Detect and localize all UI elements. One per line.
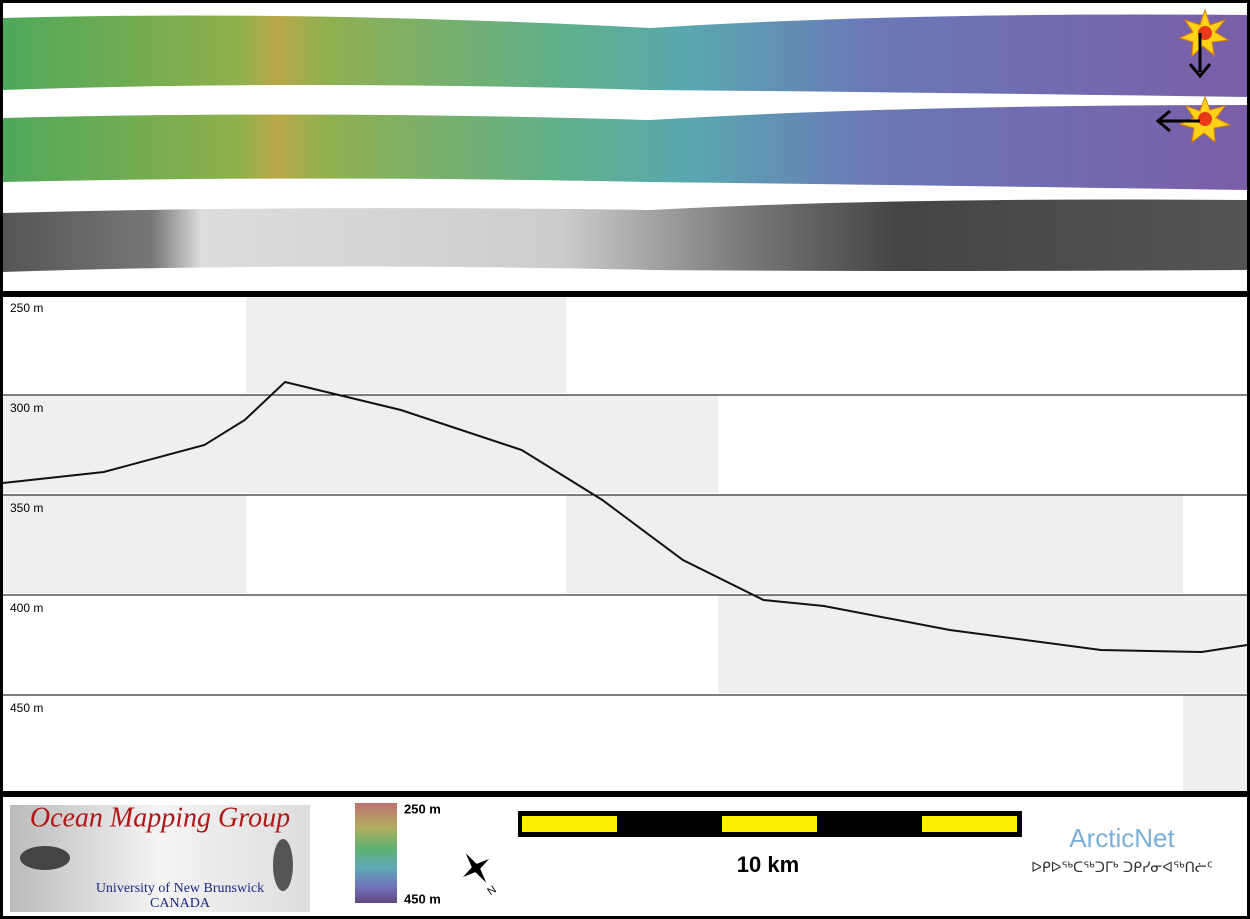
y-tick-label: 400 m xyxy=(10,601,43,615)
logo-title: Ocean Mapping Group xyxy=(30,802,290,833)
logo-country: CANADA xyxy=(150,896,211,911)
y-tick-label: 250 m xyxy=(10,301,43,315)
swath-bathymetry-2 xyxy=(3,105,1247,190)
swath-backscatter xyxy=(3,199,1247,272)
arcticnet-inuktitut: ᐅᑭᐅᖅᑕᖅᑐᒥᒃ ᑐᑭᓯᓂᐊᖅᑎᓖᑦ xyxy=(1031,860,1213,876)
profile: 250 m 300 m 350 m 400 m 450 m xyxy=(2,301,1248,715)
logo-university: University of New Brunswick xyxy=(96,881,264,896)
echogram-blocks xyxy=(3,297,1247,791)
omg-logo: Ocean Mapping Group University of New Br… xyxy=(10,802,310,912)
scale-label: 10 km xyxy=(737,852,799,877)
scale-bar xyxy=(518,811,1022,837)
arcticnet-logo: ArcticNet xyxy=(1069,823,1175,853)
y-tick-label: 350 m xyxy=(10,501,43,515)
y-tick-label: 450 m xyxy=(10,701,43,715)
sun-icon-2 xyxy=(1155,95,1232,144)
swath-bathymetry-1 xyxy=(3,14,1247,98)
y-tick-label: 300 m xyxy=(10,401,43,415)
colorbar xyxy=(355,803,397,903)
sun-icon-1 xyxy=(1178,8,1230,79)
colorbar-top-label: 250 m xyxy=(404,801,441,816)
colorbar-bottom-label: 450 m xyxy=(404,891,441,906)
seafloor-profile xyxy=(2,380,1248,654)
